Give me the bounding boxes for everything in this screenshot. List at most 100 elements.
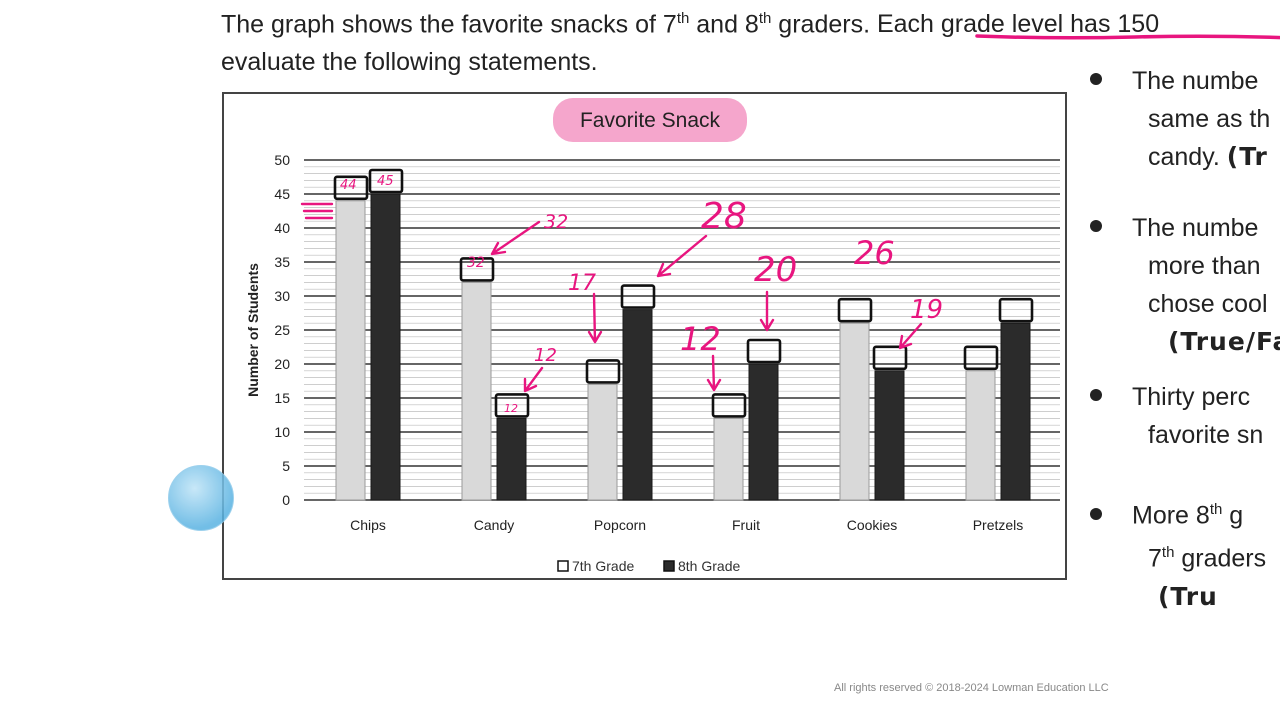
ink-fruit-8th-label: 20 [754, 250, 797, 290]
legend-swatch-8th [663, 560, 675, 572]
statement-1: The numbe same as th candy. (Tr [1090, 62, 1270, 176]
chart-legend: 7th Grade 8th Grade [557, 558, 740, 574]
bar-pretzels-8th [1000, 322, 1031, 501]
y-tick-label: 10 [274, 424, 290, 440]
x-tick-label-pretzels: Pretzels [973, 517, 1024, 533]
bar-popcorn-7th [587, 383, 618, 501]
legend-label-8th: 8th Grade [678, 558, 740, 574]
ink-arrow-cookies-8th [898, 322, 923, 350]
ink-popcorn-7th-label: 17 [568, 271, 596, 296]
drawn-box-marker [585, 359, 621, 384]
statement-3-line-1: Thirty perc [1132, 383, 1251, 411]
bars [335, 193, 1031, 501]
statement-2-handwritten-note: (True/Fa [1168, 327, 1280, 356]
ink-fruit-7th-label: 12 [680, 320, 721, 358]
drawn-box-marker [872, 345, 908, 371]
pink-underline-annotation [975, 34, 1280, 40]
grid-lines [304, 159, 1060, 501]
statement-4-handwritten-note: (Tru [1158, 581, 1218, 611]
intro-line-1: The graph shows the favorite snacks of 7… [221, 0, 1159, 43]
axis-labels: 0 5 10 15 20 25 30 35 40 45 50 Number of Students Ch… [245, 152, 1023, 533]
handwritten-annotations: 44 45 32 32 12 12 17 28 12 20 26 19 [300, 168, 1034, 418]
drawn-box-marker [494, 393, 530, 418]
y-tick-label: 50 [274, 152, 290, 168]
statement-3: Thirty perc favorite sn [1090, 378, 1263, 454]
intro-line-2: evaluate the following statements. [221, 48, 598, 77]
bar-fruit-7th [713, 417, 744, 501]
intro-sup-1: th [676, 10, 690, 27]
ink-chips-8th-value: 45 [377, 174, 394, 189]
drawn-box-marker [711, 393, 747, 418]
statement-4-line-1-a: More 8 [1132, 501, 1210, 530]
ink-candy-7th-label: 32 [544, 211, 568, 233]
drawn-box-marker [620, 284, 656, 309]
ink-arrow-popcorn-8th [656, 234, 708, 278]
ink-arrow-fruit-8th [759, 290, 775, 332]
statement-1-line-2: same as th [1148, 105, 1271, 133]
statement-4-sup-2: th [1161, 544, 1175, 562]
statement-4-line-2-a: 7 [1148, 544, 1162, 573]
bar-candy-7th [461, 281, 492, 501]
drawn-box-marker [998, 297, 1034, 323]
bullet-dot [1090, 507, 1102, 520]
x-tick-label-popcorn: Popcorn [594, 517, 646, 533]
ink-arrow-fruit-7th [706, 354, 722, 392]
statement-4-line-1-b: g [1222, 501, 1244, 530]
x-tick-label-cookies: Cookies [847, 517, 898, 533]
legend-swatch-7th [557, 560, 569, 572]
intro-sup-2: th [758, 10, 772, 27]
statement-1-line-3: candy. (Tr [1090, 138, 1270, 176]
ink-chips-7th-value: 44 [340, 178, 357, 193]
y-tick-label: 0 [282, 492, 290, 508]
chart-frame: 0 5 10 15 20 25 30 35 40 45 50 Number of Students Ch… [222, 92, 1067, 580]
y-axis-label: Number of Students [245, 263, 261, 397]
intro-line-1-part-a: The graph shows the favorite snacks of 7 [221, 10, 677, 39]
chart-title-highlight [553, 98, 747, 142]
bar-candy-8th [496, 417, 527, 501]
y-tick-label: 30 [274, 288, 290, 304]
statement-1-handwritten-note: (Tr [1226, 142, 1268, 171]
ink-cookies-8th-label: 19 [910, 295, 943, 325]
drawn-box-marker [459, 257, 495, 282]
bar-cookies-7th [839, 322, 870, 501]
bar-cookies-8th [874, 370, 905, 501]
y-tick-label: 20 [274, 356, 290, 372]
y-tick-label: 5 [282, 458, 290, 474]
x-tick-label-candy: Candy [474, 517, 514, 533]
statement-4-sup-1: th [1209, 501, 1223, 518]
favorite-snack-chart: 0 5 10 15 20 25 30 35 40 45 50 Number of Students Ch… [245, 98, 1060, 574]
drawn-box-marker [746, 338, 782, 364]
ink-candy-8th-inside-box: 12 [504, 402, 518, 415]
ink-popcorn-8th-label: 28 [701, 196, 747, 237]
bullet-dot [1090, 220, 1102, 233]
bar-pretzels-7th [965, 370, 996, 501]
bar-chips-8th [370, 193, 401, 501]
statement-1-line-3-text: candy. [1148, 143, 1220, 171]
statement-3-line-2: favorite sn [1148, 421, 1264, 449]
y-tick-label: 15 [274, 390, 290, 406]
bar-popcorn-8th [622, 309, 653, 501]
bar-fruit-8th [748, 363, 779, 501]
legend-label-7th: 7th Grade [572, 558, 634, 574]
intro-highlight-phrase: Each grade level has 150 [876, 10, 1160, 39]
ink-candy-7th-inside-box: 32 [467, 255, 485, 271]
cursor-highlight-dot [168, 465, 234, 531]
ink-tally-lines [300, 202, 334, 220]
ink-arrow-popcorn-7th [587, 292, 603, 344]
y-tick-label: 25 [274, 322, 290, 338]
copyright-footer: All rights reserved © 2018-2024 Lowman E… [834, 682, 1109, 694]
drawn-box-marker [837, 297, 873, 323]
left-margin-strip [0, 0, 128, 720]
statement-2-line-2: more than [1148, 252, 1261, 280]
drawn-box-marker [963, 345, 999, 371]
bar-chips-7th [335, 200, 366, 501]
chart-title: Favorite Snack [580, 109, 721, 132]
drawn-box-marker [333, 175, 369, 201]
bullet-dot [1090, 73, 1102, 86]
ink-arrow-candy-8th [523, 366, 544, 393]
statement-1-line-1: The numbe [1132, 67, 1259, 95]
y-tick-label: 40 [274, 220, 290, 236]
bullet-dot [1090, 389, 1102, 402]
statement-4: More 8th g 7th graders (Tru [1090, 491, 1266, 616]
intro-text: The graph shows the favorite snacks of 7… [221, 0, 1159, 81]
